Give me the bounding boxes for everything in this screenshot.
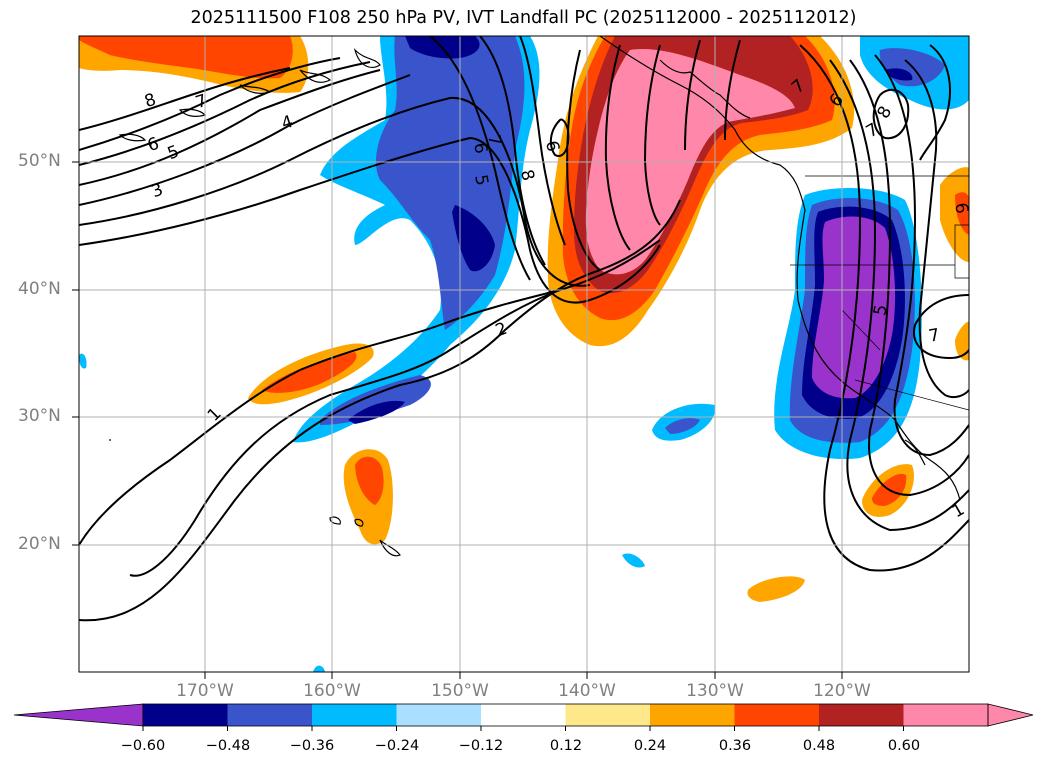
colorbar-tick: −0.12	[458, 738, 504, 754]
colorbar-segment	[734, 704, 820, 726]
colorbar-tick: 0.60	[887, 738, 921, 754]
contour-label: 6	[469, 141, 491, 155]
colorbar-segment	[481, 704, 566, 726]
lon-label-130w: 130°W	[686, 681, 744, 701]
colorbar-tick: −0.36	[289, 738, 335, 754]
colorbar-segment	[819, 704, 904, 726]
colorbar-tick: 0.24	[633, 738, 667, 754]
borders	[790, 175, 969, 411]
colorbar-segment	[227, 704, 313, 726]
contour-label: 7	[927, 325, 941, 347]
axis-ticks	[72, 161, 843, 679]
map-title: 2025111500 F108 250 hPa PV, IVT Landfall…	[190, 8, 857, 28]
colorbar-extend-min	[13, 703, 144, 727]
colorbar-extend-max	[987, 703, 1034, 727]
colorbar-segment	[650, 704, 735, 726]
colorbar-tick: 0.36	[718, 738, 752, 754]
lon-label-160w: 160°W	[303, 681, 361, 701]
colorbar-segment	[312, 704, 397, 726]
colorbar-tick: −0.60	[120, 738, 166, 754]
colorbar-tick: 0.48	[802, 738, 836, 754]
lon-label-140w: 140°W	[558, 681, 616, 701]
lon-label-120w: 120°W	[813, 681, 871, 701]
colorbar-tick: −0.24	[374, 738, 420, 754]
lon-label-150w: 150°W	[431, 681, 489, 701]
contour-label: 7	[483, 133, 505, 147]
colorbar	[13, 703, 1034, 731]
contour-label: 6	[950, 201, 972, 215]
colorbar-segment	[396, 704, 482, 726]
gridlines	[79, 36, 969, 672]
contour-label: 5	[870, 303, 892, 317]
lat-label-30n: 30°N	[18, 406, 61, 426]
lon-label-170w: 170°W	[176, 681, 234, 701]
contour-label: 6	[541, 139, 563, 153]
colorbar-tick: −0.48	[205, 738, 251, 754]
contour-label: 5	[470, 173, 492, 187]
lat-label-50n: 50°N	[18, 151, 61, 171]
colorbar-tick: 0.12	[549, 738, 583, 754]
lat-label-40n: 40°N	[18, 279, 61, 299]
contour-label: 8	[516, 167, 538, 183]
colorbar-segment	[565, 704, 651, 726]
colorbar-segment	[903, 704, 989, 726]
colorbar-segment	[143, 704, 228, 726]
map-frame	[78, 35, 970, 673]
lat-label-20n: 20°N	[18, 534, 61, 554]
